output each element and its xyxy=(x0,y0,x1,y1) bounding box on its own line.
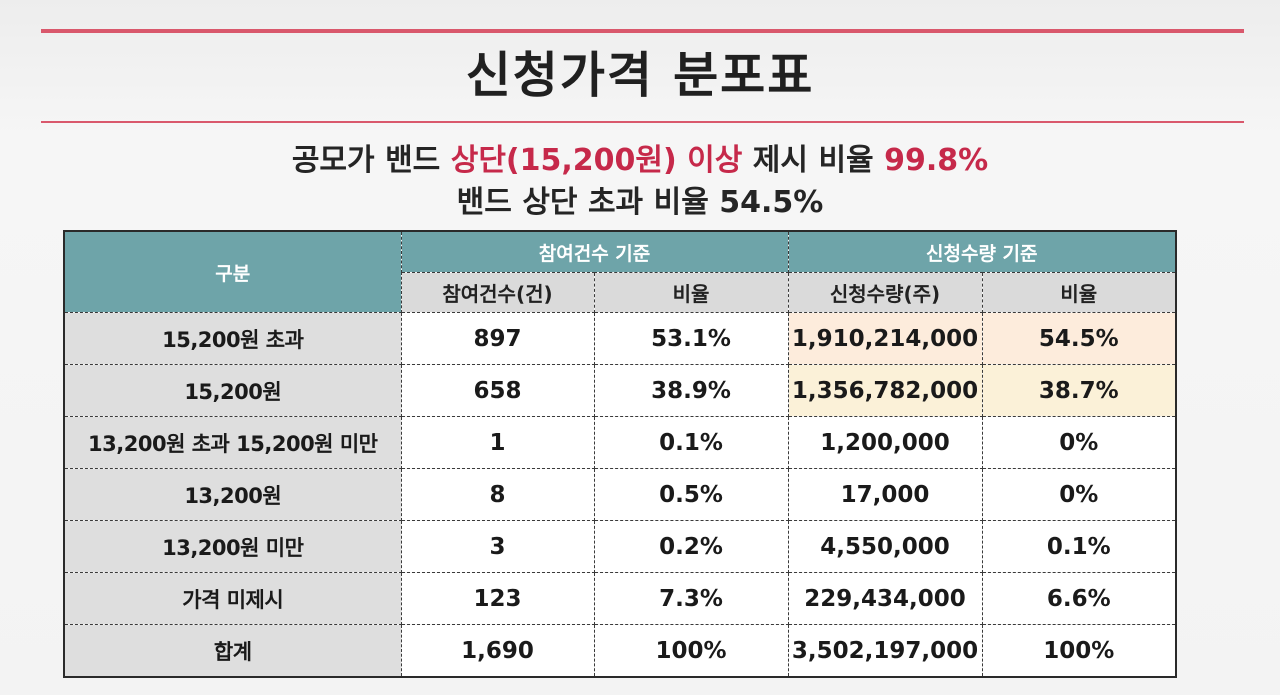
count-cell: 3 xyxy=(400,520,595,573)
subtitle-text: 공모가 밴드 xyxy=(291,143,451,178)
quantity-cell: 229,434,000 xyxy=(787,572,983,625)
column-header-quantity-ratio: 비율 xyxy=(981,272,1177,313)
count-cell: 1,690 xyxy=(400,624,595,678)
quantity-cell: 3,502,197,000 xyxy=(787,624,983,678)
subtitle-line-1: 공모가 밴드 상단(15,200원) 이상 제시 비율 99.8% xyxy=(0,141,1280,181)
subtitle-highlight: 상단(15,200원) 이상 xyxy=(450,143,743,178)
quantity-cell: 17,000 xyxy=(787,468,983,521)
table-row: 13,200원 미만 3 0.2% 4,550,000 0.1% xyxy=(63,520,1177,573)
row-label: 13,200원 xyxy=(63,468,402,521)
distribution-table: 구분 참여건수 기준 신청수량 기준 참여건수(건) 비율 신청수량(주) 비율… xyxy=(63,230,1177,678)
subtitle-value: 99.8% xyxy=(884,143,989,178)
quantity-ratio-cell: 38.7% xyxy=(981,364,1177,417)
count-cell: 1 xyxy=(400,416,595,469)
count-cell: 8 xyxy=(400,468,595,521)
table-row: 15,200원 658 38.9% 1,356,782,000 38.7% xyxy=(63,364,1177,417)
title-divider xyxy=(41,121,1244,123)
table-total-row: 합계 1,690 100% 3,502,197,000 100% xyxy=(63,624,1177,678)
table-row: 13,200원 8 0.5% 17,000 0% xyxy=(63,468,1177,521)
page-title: 신청가격 분포표 xyxy=(465,47,815,104)
row-label: 13,200원 초과 15,200원 미만 xyxy=(63,416,402,469)
quantity-cell: 1,200,000 xyxy=(787,416,983,469)
count-ratio-cell: 7.3% xyxy=(593,572,789,625)
count-cell: 897 xyxy=(400,312,595,365)
count-ratio-cell: 53.1% xyxy=(593,312,789,365)
column-header-count: 참여건수(건) xyxy=(400,272,595,313)
group-header-count: 참여건수 기준 xyxy=(400,230,789,273)
count-ratio-cell: 38.9% xyxy=(593,364,789,417)
quantity-ratio-cell: 0% xyxy=(981,416,1177,469)
count-ratio-cell: 0.2% xyxy=(593,520,789,573)
row-label: 15,200원 xyxy=(63,364,402,417)
group-header-quantity: 신청수량 기준 xyxy=(787,230,1177,273)
quantity-ratio-cell: 0.1% xyxy=(981,520,1177,573)
column-header-count-ratio: 비율 xyxy=(593,272,789,313)
count-ratio-cell: 100% xyxy=(593,624,789,678)
table-row: 가격 미제시 123 7.3% 229,434,000 6.6% xyxy=(63,572,1177,625)
subtitle-text: 제시 비율 xyxy=(742,143,885,178)
quantity-cell: 1,356,782,000 xyxy=(787,364,983,417)
quantity-ratio-cell: 6.6% xyxy=(981,572,1177,625)
table-row: 13,200원 초과 15,200원 미만 1 0.1% 1,200,000 0… xyxy=(63,416,1177,469)
row-label: 합계 xyxy=(63,624,402,678)
quantity-cell: 1,910,214,000 xyxy=(787,312,983,365)
quantity-ratio-cell: 0% xyxy=(981,468,1177,521)
count-ratio-cell: 0.5% xyxy=(593,468,789,521)
count-cell: 123 xyxy=(400,572,595,625)
row-label: 15,200원 초과 xyxy=(63,312,402,365)
gubun-header: 구분 xyxy=(63,230,402,313)
table-row: 15,200원 초과 897 53.1% 1,910,214,000 54.5% xyxy=(63,312,1177,365)
count-ratio-cell: 0.1% xyxy=(593,416,789,469)
column-header-quantity: 신청수량(주) xyxy=(787,272,983,313)
row-label: 가격 미제시 xyxy=(63,572,402,625)
row-label: 13,200원 미만 xyxy=(63,520,402,573)
quantity-ratio-cell: 100% xyxy=(981,624,1177,678)
quantity-cell: 4,550,000 xyxy=(787,520,983,573)
subtitle-line-2: 밴드 상단 초과 비율 54.5% xyxy=(456,185,824,220)
count-cell: 658 xyxy=(400,364,595,417)
top-divider xyxy=(41,29,1244,33)
quantity-ratio-cell: 54.5% xyxy=(981,312,1177,365)
